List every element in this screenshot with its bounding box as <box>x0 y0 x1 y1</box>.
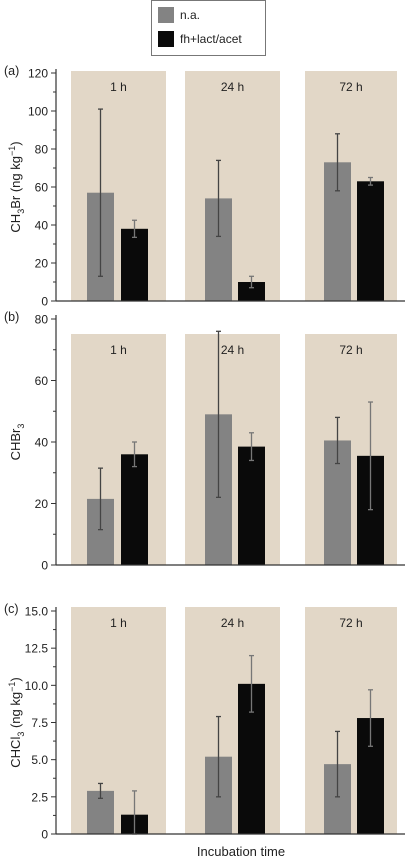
y-tick-label: 80 <box>35 143 49 157</box>
y-axis-label-part: −1 <box>7 682 17 692</box>
legend-swatch-fh <box>158 31 174 47</box>
y-axis-label-part: ) <box>8 677 23 681</box>
y-tick-label: 2.5 <box>31 790 48 804</box>
y-axis-label-part: 3 <box>16 209 26 214</box>
y-axis-label-part: CHBr <box>8 428 23 460</box>
y-axis-label: CHCl3 (ng kg−1) <box>7 677 26 767</box>
category-label: 1 h <box>110 80 127 94</box>
y-tick-label: 80 <box>35 313 49 327</box>
legend-swatch-na <box>158 7 174 23</box>
category-label: 1 h <box>110 343 127 357</box>
y-tick-label: 7.5 <box>31 716 48 730</box>
y-tick-label: 60 <box>35 374 49 388</box>
legend: n.a. fh+lact/acet <box>151 0 266 56</box>
category-label: 24 h <box>221 343 244 357</box>
y-tick-label: 20 <box>35 497 49 511</box>
panel-background-2-2 <box>185 334 280 565</box>
panel-label: (c) <box>4 602 19 616</box>
y-tick-label: 60 <box>35 181 49 195</box>
legend-item-fh: fh+lact/acet <box>158 30 242 48</box>
legend-label-fh: fh+lact/acet <box>180 32 242 46</box>
y-tick-label: 0 <box>41 295 48 309</box>
y-axis-label-part: Br (ng kg <box>8 156 23 209</box>
legend-label-na: n.a. <box>180 8 201 22</box>
y-tick-label: 15.0 <box>25 605 49 619</box>
category-label: 24 h <box>221 80 244 94</box>
y-axis-label-part: CHCl <box>8 737 23 768</box>
y-tick-label: 40 <box>35 219 49 233</box>
panel-background-3-1 <box>71 607 166 834</box>
bar <box>238 282 265 301</box>
y-tick-label: 0 <box>41 559 48 573</box>
panel-background-2-1 <box>71 334 166 565</box>
y-axis-label-part: (ng kg <box>8 692 23 732</box>
y-tick-label: 100 <box>28 105 48 119</box>
y-axis-label-part: CH <box>8 214 23 233</box>
y-axis-label-part: ) <box>8 141 23 145</box>
panel-background-3-2 <box>185 607 280 834</box>
y-axis-label: CHBr3 <box>8 424 26 461</box>
panel-label: (a) <box>4 64 19 78</box>
category-label: 1 h <box>110 616 127 630</box>
y-tick-label: 20 <box>35 257 49 271</box>
bar <box>121 454 148 565</box>
y-tick-label: 120 <box>28 67 48 81</box>
bar <box>121 228 148 301</box>
category-label: 24 h <box>221 616 244 630</box>
y-tick-label: 0 <box>41 828 48 842</box>
y-axis-label-part: 3 <box>16 732 26 737</box>
bar <box>238 446 265 565</box>
y-tick-label: 10.0 <box>25 679 49 693</box>
y-tick-label: 5.0 <box>31 753 48 767</box>
bar <box>357 181 384 301</box>
panel-label: (b) <box>4 310 19 324</box>
panel-background-1-1 <box>71 71 166 301</box>
y-axis-label: CH3Br (ng kg−1) <box>7 141 26 232</box>
y-axis-label-part: 3 <box>16 424 26 429</box>
category-label: 72 h <box>339 80 362 94</box>
y-tick-label: 40 <box>35 436 49 450</box>
panel-background-1-2 <box>185 71 280 301</box>
category-label: 72 h <box>339 343 362 357</box>
x-axis-label: Incubation time <box>197 844 285 859</box>
legend-item-na: n.a. <box>158 6 200 24</box>
category-label: 72 h <box>339 616 362 630</box>
y-tick-label: 12.5 <box>25 642 49 656</box>
y-axis-label-part: −1 <box>7 146 17 156</box>
